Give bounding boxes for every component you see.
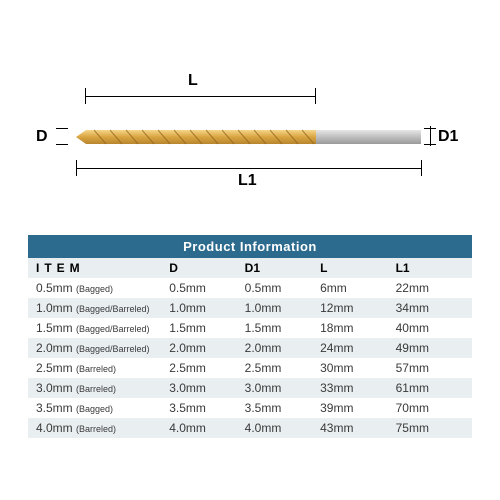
item-pack: (Bagged/Barreled) [76,344,150,354]
dim-tick-L1-left [76,160,77,176]
table-head-row: ITEM D D1 L L1 [28,258,472,278]
cell-item: 2.0mm (Bagged/Barreled) [28,338,161,358]
cell-L: 39mm [312,398,387,418]
cell-L: 18mm [312,318,387,338]
cell-L: 33mm [312,378,387,398]
col-D: D [161,258,236,278]
item-size: 3.5mm [36,401,76,415]
cell-D: 1.5mm [161,318,236,338]
table-row: 1.0mm (Bagged/Barreled)1.0mm1.0mm12mm34m… [28,298,472,318]
dim-tick-D-bot [56,144,68,145]
dim-line-L1 [76,168,421,169]
item-size: 1.5mm [36,321,76,335]
cell-L1: 49mm [388,338,472,358]
table-body: 0.5mm (Bagged)0.5mm0.5mm6mm22mm1.0mm (Ba… [28,278,472,438]
table-row: 2.0mm (Bagged/Barreled)2.0mm2.0mm24mm49m… [28,338,472,358]
item-pack: (Bagged/Barreled) [76,304,150,314]
cell-item: 4.0mm (Barreled) [28,418,161,438]
cell-L: 12mm [312,298,387,318]
cell-L1: 70mm [388,398,472,418]
cell-L: 43mm [312,418,387,438]
cell-D1: 3.0mm [237,378,312,398]
dim-tick-L-right [315,88,316,104]
cell-item: 1.0mm (Bagged/Barreled) [28,298,161,318]
cell-L1: 57mm [388,358,472,378]
cell-D: 2.5mm [161,358,236,378]
cell-D: 1.0mm [161,298,236,318]
cell-D1: 3.5mm [237,398,312,418]
cell-L1: 61mm [388,378,472,398]
cell-L1: 34mm [388,298,472,318]
item-pack: (Barreled) [76,384,116,394]
item-pack: (Bagged) [76,284,113,294]
item-size: 4.0mm [36,421,76,435]
col-L: L [312,258,387,278]
table-row: 0.5mm (Bagged)0.5mm0.5mm6mm22mm [28,278,472,298]
item-pack: (Barreled) [76,424,116,434]
table-row: 3.0mm (Barreled)3.0mm3.0mm33mm61mm [28,378,472,398]
drill-bit-icon [76,122,421,152]
cell-D: 3.0mm [161,378,236,398]
cell-D1: 2.5mm [237,358,312,378]
table-row: 1.5mm (Bagged/Barreled)1.5mm1.5mm18mm40m… [28,318,472,338]
product-table-wrap: Product Information ITEM D D1 L L1 0.5mm… [28,235,472,438]
cell-item: 2.5mm (Barreled) [28,358,161,378]
cell-L: 6mm [312,278,387,298]
drill-diagram: L D [40,90,460,220]
dim-line-L [85,96,315,97]
item-size: 1.0mm [36,301,76,315]
cell-L: 30mm [312,358,387,378]
cell-item: 3.0mm (Barreled) [28,378,161,398]
col-D1: D1 [237,258,312,278]
col-L1: L1 [388,258,472,278]
item-size: 0.5mm [36,281,76,295]
cell-D: 4.0mm [161,418,236,438]
cell-L: 24mm [312,338,387,358]
cell-D: 0.5mm [161,278,236,298]
item-pack: (Barreled) [76,364,116,374]
cell-item: 3.5mm (Bagged) [28,398,161,418]
cell-L1: 40mm [388,318,472,338]
cell-D1: 1.0mm [237,298,312,318]
dim-tick-L-left [85,88,86,104]
cell-D: 3.5mm [161,398,236,418]
dim-tick-D-top [56,128,68,129]
page-root: L D [0,0,500,500]
cell-L1: 75mm [388,418,472,438]
dim-label-D1: D1 [438,128,458,146]
dim-tick-L1-right [421,160,422,176]
table-row: 2.5mm (Barreled)2.5mm2.5mm30mm57mm [28,358,472,378]
cell-D1: 0.5mm [237,278,312,298]
dim-label-D: D [36,128,48,146]
dim-label-L: L [188,72,198,90]
item-size: 3.0mm [36,381,76,395]
table-row: 4.0mm (Barreled)4.0mm4.0mm43mm75mm [28,418,472,438]
item-pack: (Bagged) [76,404,113,414]
item-size: 2.0mm [36,341,76,355]
cell-D1: 1.5mm [237,318,312,338]
cell-item: 0.5mm (Bagged) [28,278,161,298]
cell-D1: 4.0mm [237,418,312,438]
col-item: ITEM [28,258,161,278]
dim-label-L1: L1 [238,172,257,190]
product-table: ITEM D D1 L L1 0.5mm (Bagged)0.5mm0.5mm6… [28,258,472,438]
cell-L1: 22mm [388,278,472,298]
table-row: 3.5mm (Bagged)3.5mm3.5mm39mm70mm [28,398,472,418]
cell-item: 1.5mm (Bagged/Barreled) [28,318,161,338]
item-size: 2.5mm [36,361,76,375]
cell-D: 2.0mm [161,338,236,358]
dim-tick-D1-v [430,126,431,146]
cell-D1: 2.0mm [237,338,312,358]
table-header-bar: Product Information [28,235,472,258]
item-pack: (Bagged/Barreled) [76,324,150,334]
